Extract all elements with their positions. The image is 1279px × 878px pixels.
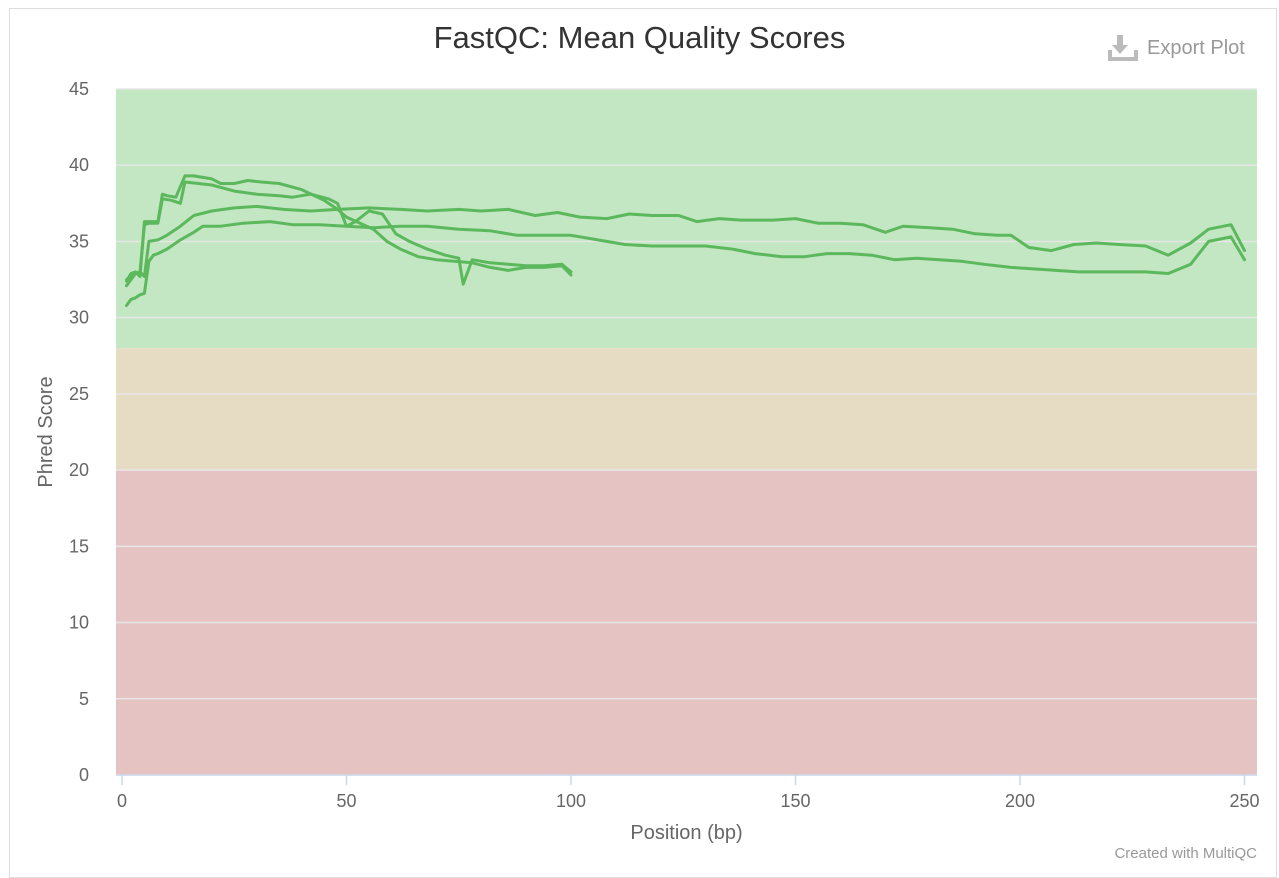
y-tick-label: 35: [69, 231, 89, 251]
x-tick-label: 250: [1229, 791, 1259, 811]
y-axis-label: Phred Score: [35, 376, 57, 487]
x-tick-label: 0: [117, 791, 127, 811]
x-axis-label: Position (bp): [630, 822, 742, 844]
x-tick-label: 50: [336, 791, 356, 811]
y-tick-label: 5: [79, 689, 89, 709]
series-line-1[interactable]: [125, 174, 573, 283]
series-lines: [125, 174, 1246, 307]
quality-band-1: [116, 348, 1257, 471]
y-tick-label: 40: [69, 155, 89, 175]
y-tick-label: 20: [69, 460, 89, 480]
y-axis: 0 5 10 15 20 25 30 35 40 45: [69, 79, 89, 785]
credit-text: Created with MultiQC: [1114, 845, 1257, 862]
chart-title: FastQC: Mean Quality Scores: [433, 20, 846, 55]
series-line-4[interactable]: [125, 220, 1246, 307]
export-plot-label: Export Plot: [1147, 36, 1245, 59]
x-tick-label: 200: [1005, 791, 1035, 811]
series-line-2[interactable]: [125, 180, 573, 288]
series-line-3[interactable]: [125, 204, 1246, 282]
export-plot-button[interactable]: Export Plot: [1107, 33, 1245, 63]
quality-bands: [116, 89, 1257, 775]
download-icon: [1108, 35, 1138, 61]
x-axis: 0 50 100 150 200 250: [116, 774, 1260, 811]
x-tick-label: 100: [556, 791, 586, 811]
y-tick-label: 0: [79, 765, 89, 785]
y-tick-label: 25: [69, 384, 89, 404]
y-tick-label: 10: [69, 613, 89, 633]
x-tick-label: 150: [780, 791, 810, 811]
y-tick-label: 15: [69, 536, 89, 556]
y-tick-label: 45: [69, 79, 89, 99]
y-tick-label: 30: [69, 308, 89, 328]
